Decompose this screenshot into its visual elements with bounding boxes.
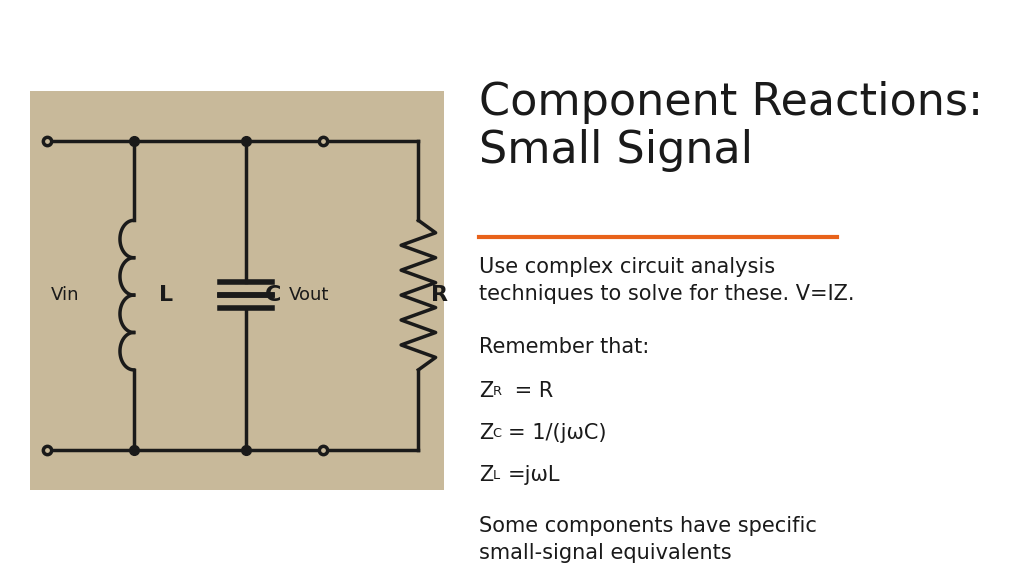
FancyBboxPatch shape — [30, 91, 444, 490]
Text: Component Reactions:
Small Signal: Component Reactions: Small Signal — [479, 81, 983, 172]
Text: R: R — [431, 285, 449, 305]
Text: L: L — [493, 469, 500, 482]
Text: = 1/(jωC): = 1/(jωC) — [508, 423, 606, 443]
Text: Some components have specific
small-signal equivalents: Some components have specific small-sign… — [479, 517, 817, 563]
Text: =jωL: =jωL — [508, 465, 560, 484]
Text: Remember that:: Remember that: — [479, 337, 649, 357]
Text: R: R — [493, 385, 502, 399]
Text: Z: Z — [479, 465, 493, 484]
Text: = R: = R — [508, 381, 553, 401]
Text: Vin: Vin — [50, 286, 79, 304]
Text: Vout: Vout — [289, 286, 329, 304]
Text: Use complex circuit analysis
techniques to solve for these. V=IZ.: Use complex circuit analysis techniques … — [479, 257, 854, 304]
Text: Z: Z — [479, 381, 493, 401]
Text: C: C — [265, 285, 282, 305]
Text: L: L — [159, 285, 173, 305]
Text: Z: Z — [479, 423, 493, 443]
Text: C: C — [493, 427, 502, 440]
